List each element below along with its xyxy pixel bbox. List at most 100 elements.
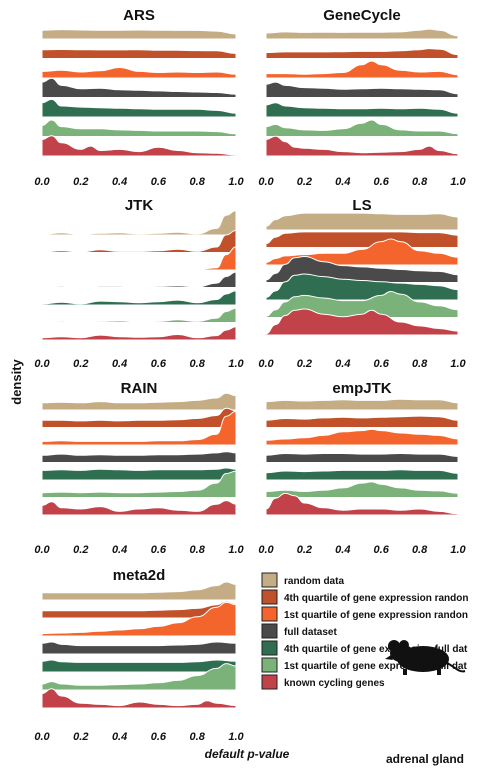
ridge-6 [265, 481, 459, 498]
x-tick-label: 0.6 [151, 731, 167, 743]
mouse-icon [385, 640, 466, 675]
legend-item: 4th quartile of gene expression randon [284, 593, 468, 604]
panel-title: empJTK [332, 380, 391, 397]
legend-swatch [261, 657, 278, 673]
ridge-7 [265, 492, 459, 516]
panel-ls: LS 0.0 0.2 0.4 0.6 0.8 1.0 [258, 197, 466, 370]
ridge-5 [41, 98, 237, 118]
y-axis-label: density [9, 358, 24, 404]
ridge-7 [41, 500, 237, 516]
x-axis-label: default p-value [205, 747, 290, 761]
x-tick-label: 0.2 [73, 358, 88, 370]
x-tick-label: 0.4 [112, 731, 127, 743]
ridge-5 [265, 273, 459, 301]
legend-swatch [261, 640, 278, 656]
ridge-3 [265, 428, 459, 446]
ridge-7 [265, 135, 459, 157]
panel-jtk: JTK 0.0 0.2 0.4 0.6 0.8 1.0 [34, 197, 244, 370]
x-tick-label: 0.6 [374, 358, 390, 370]
x-tick-label: 0.2 [297, 358, 312, 370]
legend-item: 1st quartile of gene expression full dat [284, 661, 467, 672]
panel-empjtk: empJTK 0.0 0.2 0.4 0.6 0.8 1.0 [258, 380, 466, 556]
ridge-1 [41, 392, 237, 411]
ridge-4 [265, 81, 459, 98]
ridge-5 [41, 290, 237, 306]
legend-swatch [261, 606, 278, 622]
x-tick-label: 0.2 [297, 176, 312, 188]
x-tick-label: 0.0 [258, 176, 274, 188]
ridge-6 [41, 119, 237, 137]
x-tick-label: 0.6 [374, 544, 390, 556]
x-tick-label: 1.0 [450, 176, 466, 188]
legend-swatch [261, 572, 278, 588]
legend-item: random data [284, 576, 344, 587]
x-tick-label: 0.4 [335, 358, 350, 370]
x-tick-label: 0.4 [112, 176, 127, 188]
ridge-2 [265, 48, 459, 59]
ridge-3 [41, 410, 237, 446]
ridge-4 [41, 451, 237, 463]
x-tick-label: 0.8 [412, 176, 428, 188]
ridge-2 [41, 407, 237, 428]
ridge-4 [265, 452, 459, 463]
x-tick-label: 0.0 [34, 544, 50, 556]
x-tick-label: 0.4 [335, 544, 350, 556]
ridge-6 [41, 470, 237, 498]
panel-ars: ARS 0.0 0.2 0.4 0.6 0.8 1.0 [34, 7, 244, 188]
x-tick-label: 0.6 [151, 358, 167, 370]
ridge-7 [41, 326, 237, 341]
ridge-1 [41, 210, 237, 236]
ridge-6 [41, 663, 237, 691]
ridge-3 [41, 66, 237, 79]
panel-title: LS [352, 197, 371, 214]
legend-swatch [261, 623, 278, 639]
ridge-3 [41, 246, 237, 271]
ridge-5 [41, 659, 237, 673]
ridge-4 [41, 641, 237, 655]
ridge-5 [265, 102, 459, 118]
legend-item: 1st quartile of gene expression randon [284, 610, 468, 621]
panel-title: ARS [123, 7, 155, 24]
ridge-2 [41, 48, 237, 59]
ridge-5 [265, 469, 459, 481]
ridge-2 [265, 231, 459, 248]
x-tick-label: 1.0 [228, 544, 244, 556]
ridge-1 [41, 581, 237, 601]
ridge-1 [265, 212, 459, 231]
panel-title: JTK [125, 197, 154, 214]
panel-title: GeneCycle [323, 7, 401, 24]
x-tick-label: 0.0 [34, 731, 50, 743]
ridge-1 [265, 28, 459, 40]
x-tick-label: 0.8 [190, 358, 206, 370]
ridge-3 [41, 601, 237, 637]
ridge-2 [265, 415, 459, 428]
x-tick-label: 1.0 [228, 176, 244, 188]
x-tick-label: 0.2 [297, 544, 312, 556]
panel-rain: RAIN 0.0 0.2 0.4 0.6 0.8 1.0 [34, 380, 244, 556]
x-tick-label: 0.6 [151, 544, 167, 556]
legend-item: known cycling genes [284, 678, 385, 689]
ridge-6 [265, 290, 459, 318]
ridge-3 [265, 60, 459, 79]
x-tick-label: 0.4 [112, 358, 127, 370]
x-tick-label: 0.8 [190, 176, 206, 188]
x-tick-label: 1.0 [450, 358, 466, 370]
ridge-2 [41, 229, 237, 253]
x-tick-label: 0.2 [73, 176, 88, 188]
x-tick-label: 0.0 [258, 544, 274, 556]
ridge-7 [41, 688, 237, 709]
legend-item: 4th quartile of gene expression full dat [284, 644, 468, 655]
x-tick-label: 0.8 [190, 731, 206, 743]
x-tick-label: 1.0 [228, 731, 244, 743]
panels: ARS 0.0 0.2 0.4 0.6 0.8 1.0 GeneCycle 0.0 0.2 0.4 0… [34, 7, 466, 743]
ridge-4 [41, 271, 237, 288]
tissue-caption: adrenal gland [386, 752, 464, 766]
x-tick-label: 1.0 [450, 544, 466, 556]
x-tick-label: 0.6 [151, 176, 167, 188]
x-tick-label: 0.4 [335, 176, 350, 188]
legend: random data 4th quartile of gene expressi… [261, 572, 468, 690]
x-tick-label: 0.2 [73, 731, 88, 743]
x-tick-label: 0.6 [374, 176, 390, 188]
x-tick-label: 0.0 [258, 358, 274, 370]
